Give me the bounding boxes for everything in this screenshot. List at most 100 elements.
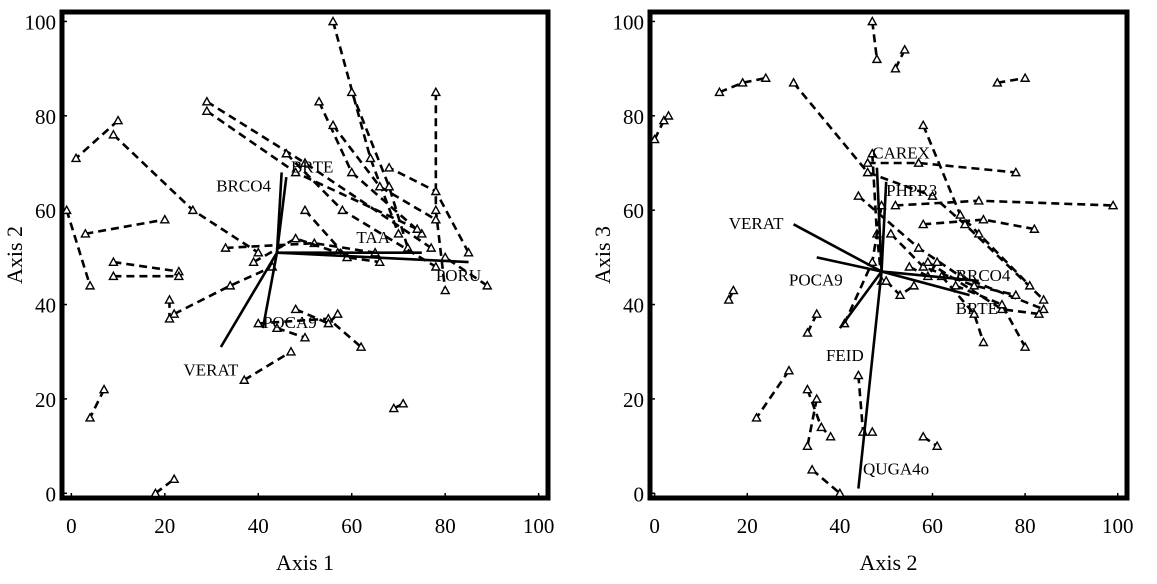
vector-label: BRTE — [291, 157, 333, 176]
plot-point-marker — [220, 242, 231, 252]
trajectory-line — [871, 21, 879, 60]
y-tick-label: 40 — [35, 294, 56, 318]
plot-point-marker — [383, 162, 395, 172]
vector-line — [881, 270, 979, 283]
trajectory-line — [75, 119, 119, 160]
trajectory-line — [955, 284, 1027, 348]
plot-point-marker — [323, 317, 334, 328]
plot-point-marker — [931, 440, 943, 450]
plot-point-marker — [332, 308, 343, 318]
vector-line — [875, 167, 883, 272]
x-tick-label: 60 — [922, 514, 943, 538]
y-axis-title: Axis 2 — [2, 226, 27, 284]
plot-point-marker — [899, 44, 910, 54]
trajectory-line — [806, 398, 818, 447]
y-tick-label: 80 — [623, 105, 644, 129]
plot-point-marker — [1010, 166, 1022, 177]
plot-point-marker — [253, 247, 264, 257]
plot-point-marker — [98, 384, 110, 394]
plot-point-marker — [411, 223, 423, 233]
plot-point-marker — [853, 369, 864, 380]
x-tick-label: 20 — [154, 514, 175, 538]
plot-point-marker — [430, 261, 442, 271]
trajectory-line — [113, 260, 180, 273]
plot-point-marker — [164, 313, 175, 323]
y-tick-label: 100 — [25, 10, 57, 34]
plot-point-marker — [430, 214, 442, 224]
plot-point-marker — [973, 195, 984, 205]
plot-point-marker — [885, 228, 897, 238]
y-tick-label: 0 — [634, 482, 645, 506]
plot-point-marker — [913, 157, 924, 167]
plot-point-marker — [811, 308, 822, 318]
trajectory-line — [304, 209, 380, 264]
trajectory-line — [718, 76, 767, 94]
plot-point-marker — [908, 280, 920, 290]
plot-point-marker — [327, 15, 339, 26]
x-tick-label: 0 — [66, 514, 77, 538]
y-tick-label: 100 — [613, 10, 645, 34]
plot-point-marker — [108, 270, 119, 281]
plot-point-marker — [430, 86, 442, 97]
plot-frame — [59, 9, 551, 501]
plot-point-marker — [84, 280, 96, 290]
plot-point-marker — [187, 204, 199, 215]
x-tick-label: 0 — [649, 514, 660, 538]
plot-point-marker — [918, 218, 929, 229]
plot-point-marker — [383, 181, 395, 191]
trajectory-line — [889, 232, 1017, 297]
plot-point-marker — [950, 280, 961, 290]
plot-point-marker — [365, 152, 376, 163]
trajectory-line — [895, 199, 1114, 207]
plot-point-marker — [918, 119, 929, 130]
plot-point-marker — [714, 86, 725, 97]
y-tick-label: 20 — [623, 388, 644, 412]
plot-point-marker — [955, 209, 966, 219]
plot-point-marker — [440, 251, 451, 262]
plot-point-marker — [728, 284, 739, 295]
vector-line — [881, 270, 970, 297]
trajectory-line — [88, 388, 106, 419]
trajectory-line — [388, 166, 470, 254]
plot-point-marker — [299, 204, 311, 215]
plot-point-marker — [959, 218, 971, 229]
plot-point-marker — [816, 421, 827, 432]
plot-point-marker — [281, 148, 292, 158]
trajectory-line — [173, 265, 273, 316]
plot-point-marker — [285, 346, 297, 356]
plot-point-marker — [806, 464, 818, 474]
y-tick-label: 80 — [35, 105, 56, 129]
plot-point-marker — [890, 63, 901, 73]
vector-label: FEID — [826, 346, 864, 365]
x-tick-label: 80 — [435, 514, 456, 538]
x-tick-label: 40 — [829, 514, 850, 538]
vector-label: CAREX — [872, 143, 930, 162]
plot-point-marker — [890, 200, 901, 210]
plot-point-marker — [168, 473, 180, 484]
plot-point-marker — [253, 317, 264, 328]
plot-point-marker — [783, 365, 795, 375]
trajectory-line — [85, 218, 166, 236]
vector-label: POCA9 — [263, 313, 317, 332]
plot-point-marker — [1019, 341, 1031, 351]
plot-point-marker — [658, 115, 670, 125]
plot-point-marker — [1019, 72, 1031, 82]
plot-point-marker — [968, 308, 980, 318]
plot-point-marker — [1107, 200, 1119, 210]
plot-point-marker — [802, 327, 813, 337]
trajectory-line — [252, 237, 339, 264]
plot-point-marker — [825, 431, 836, 441]
vector-line — [816, 256, 882, 273]
plot-point-marker — [973, 228, 984, 238]
plot-point-marker — [299, 157, 311, 167]
vector-label: BRCO4 — [956, 266, 1011, 285]
plot-point-marker — [918, 431, 929, 441]
plot-point-marker — [290, 166, 301, 177]
plot-point-marker — [374, 181, 385, 191]
trajectory-line — [332, 124, 437, 221]
plot-point-marker — [760, 72, 771, 82]
trajectory-line — [243, 350, 292, 382]
plot-point-marker — [1033, 308, 1045, 318]
plot-point-marker — [150, 487, 161, 498]
